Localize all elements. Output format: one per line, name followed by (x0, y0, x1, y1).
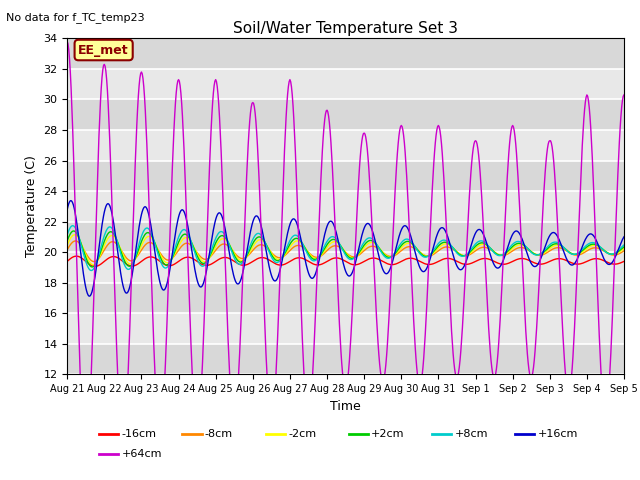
-2cm (339, 245, 346, 251)
-2cm (211, 245, 219, 251)
-2cm (90, 262, 97, 267)
+8cm (87, 268, 95, 274)
Line: -2cm: -2cm (67, 235, 624, 264)
-8cm (393, 252, 401, 257)
+16cm (86, 293, 93, 299)
+64cm (63, 38, 71, 44)
+64cm (392, 174, 400, 180)
+8cm (393, 247, 401, 253)
Line: -8cm: -8cm (67, 241, 624, 262)
+16cm (571, 261, 579, 266)
+2cm (70, 228, 77, 234)
Bar (67, 161, 624, 191)
+16cm (393, 242, 401, 248)
+2cm (187, 238, 195, 244)
Text: -2cm: -2cm (288, 430, 316, 439)
-8cm (620, 248, 628, 254)
Text: -8cm: -8cm (205, 430, 233, 439)
-16cm (571, 261, 579, 267)
-2cm (63, 242, 71, 248)
+8cm (448, 243, 456, 249)
-2cm (71, 232, 79, 238)
-8cm (72, 238, 79, 244)
-2cm (393, 250, 401, 256)
+2cm (211, 242, 219, 248)
Line: +8cm: +8cm (67, 226, 624, 271)
-16cm (393, 261, 401, 266)
-16cm (63, 259, 71, 264)
+2cm (393, 249, 401, 254)
+64cm (82, 455, 90, 460)
X-axis label: Time: Time (330, 400, 361, 413)
+2cm (63, 238, 71, 244)
+64cm (570, 340, 577, 346)
Line: -16cm: -16cm (67, 256, 624, 266)
-2cm (187, 239, 195, 245)
-16cm (620, 259, 628, 264)
+8cm (63, 232, 71, 238)
+8cm (187, 238, 195, 244)
+2cm (571, 252, 579, 257)
+8cm (620, 242, 628, 248)
-2cm (620, 246, 628, 252)
+2cm (339, 246, 346, 252)
Bar (67, 99, 624, 130)
-16cm (73, 253, 81, 259)
-8cm (187, 242, 195, 248)
-16cm (187, 255, 195, 261)
-2cm (448, 244, 456, 250)
+8cm (211, 237, 219, 243)
+8cm (571, 252, 579, 257)
+16cm (67, 198, 75, 204)
Text: +8cm: +8cm (454, 430, 488, 439)
+8cm (68, 223, 76, 228)
+64cm (186, 320, 194, 325)
Y-axis label: Temperature (C): Temperature (C) (25, 156, 38, 257)
+16cm (187, 242, 195, 248)
Bar (67, 283, 624, 313)
-16cm (339, 257, 346, 263)
Text: +16cm: +16cm (538, 430, 578, 439)
+16cm (620, 234, 628, 240)
-8cm (448, 245, 456, 251)
Bar (67, 38, 624, 69)
-8cm (571, 252, 579, 258)
+64cm (338, 360, 346, 366)
+64cm (447, 315, 454, 321)
-16cm (91, 264, 99, 269)
Text: +2cm: +2cm (371, 430, 404, 439)
Line: +64cm: +64cm (67, 41, 624, 457)
Bar (67, 344, 624, 374)
-8cm (90, 259, 98, 264)
+64cm (211, 83, 218, 88)
Text: -16cm: -16cm (122, 430, 157, 439)
+16cm (448, 247, 456, 252)
+2cm (620, 244, 628, 250)
+16cm (63, 207, 71, 213)
-16cm (448, 256, 456, 262)
Text: +64cm: +64cm (122, 449, 162, 458)
-2cm (571, 252, 579, 257)
+16cm (339, 257, 346, 263)
+16cm (211, 220, 219, 226)
-8cm (211, 248, 219, 254)
-8cm (339, 247, 346, 252)
Text: No data for f_TC_temp23: No data for f_TC_temp23 (6, 12, 145, 23)
+2cm (448, 243, 456, 249)
+2cm (88, 264, 96, 270)
Text: EE_met: EE_met (78, 44, 129, 57)
-16cm (211, 259, 219, 265)
Title: Soil/Water Temperature Set 3: Soil/Water Temperature Set 3 (233, 21, 458, 36)
Line: +2cm: +2cm (67, 231, 624, 267)
Line: +16cm: +16cm (67, 201, 624, 296)
+64cm (620, 92, 628, 98)
Bar (67, 222, 624, 252)
+8cm (339, 247, 346, 252)
-8cm (63, 247, 71, 252)
